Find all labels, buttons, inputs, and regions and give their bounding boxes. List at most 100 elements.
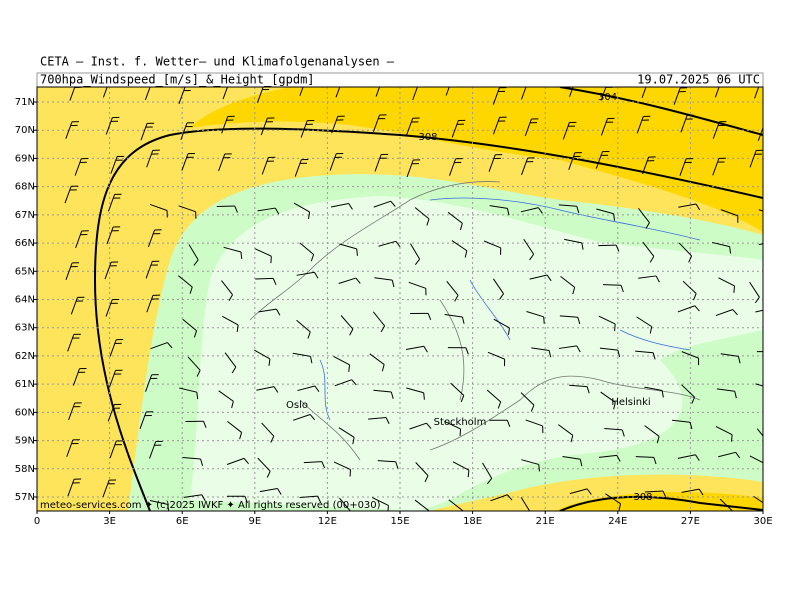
wind-barb	[558, 424, 574, 443]
wind-barb	[110, 155, 125, 174]
barb-flag	[773, 308, 777, 314]
wind-barb	[227, 421, 243, 440]
lat-label: 59N	[15, 436, 35, 447]
barb-staff	[600, 118, 609, 136]
wind-barb	[409, 243, 421, 265]
wind-barb	[568, 87, 574, 98]
barb-flag	[576, 206, 580, 214]
wind-barb	[600, 391, 616, 410]
wind-barb	[638, 208, 650, 229]
wind-barb	[749, 455, 763, 464]
barb-staff	[146, 150, 154, 168]
lat-label: 57N	[15, 492, 35, 503]
barb-staff	[372, 114, 381, 133]
barb-staff	[107, 404, 115, 422]
wind-barb	[296, 319, 311, 339]
barb-flag	[244, 496, 248, 503]
barb-flag	[614, 323, 616, 332]
barb-staff	[523, 238, 535, 255]
barb-flag	[234, 205, 238, 213]
barb-flag	[529, 253, 535, 261]
wind-barb	[74, 158, 89, 176]
barb-flag	[196, 392, 199, 400]
barb-staff	[375, 87, 381, 97]
wind-barb	[638, 275, 660, 283]
wind-barb	[755, 383, 774, 396]
barb-flag	[273, 386, 279, 393]
wind-barb	[377, 460, 399, 469]
wind-barb	[150, 342, 173, 350]
wind-barb	[105, 298, 120, 317]
wind-barb	[558, 345, 581, 353]
barb-flag	[310, 356, 313, 364]
barb-staff	[644, 425, 660, 437]
wind-barb	[373, 200, 396, 208]
barb-staff	[110, 156, 118, 174]
barb-staff	[297, 385, 315, 392]
wind-barb	[758, 209, 763, 212]
wind-barb	[448, 499, 464, 511]
wind-barb	[636, 316, 653, 334]
barb-staff	[568, 87, 574, 98]
barb-flag	[309, 414, 316, 421]
wind-barb	[70, 296, 85, 315]
credit: meteo-services.com ✦ (c)2025 IWKF ✦ All …	[40, 500, 381, 511]
barb-staff	[256, 386, 275, 391]
barb-flag	[621, 429, 625, 437]
barb-flag	[167, 342, 173, 349]
barb-staff	[104, 261, 112, 280]
wind-barb	[292, 352, 313, 364]
wind-barb	[257, 457, 271, 478]
barb-flag	[581, 242, 584, 250]
barb-flag	[773, 389, 774, 396]
barb-flag	[733, 285, 736, 293]
barb-staff	[414, 499, 430, 511]
wind-barb	[65, 121, 80, 139]
wind-barb	[414, 499, 430, 511]
barb-flag	[391, 280, 395, 288]
barb-staff	[109, 440, 117, 459]
lat-label: 71N	[15, 97, 35, 108]
wind-barb	[109, 339, 124, 357]
barb-flag	[314, 385, 320, 392]
barb-staff	[333, 356, 350, 366]
wind-barb	[523, 238, 535, 261]
barb-staff	[218, 153, 226, 172]
wind-barb	[299, 242, 315, 262]
barb-staff	[415, 462, 429, 476]
wind-barb	[415, 462, 429, 483]
barb-staff	[299, 495, 318, 499]
barb-staff	[749, 281, 760, 298]
barb-flag	[385, 417, 390, 424]
wind-barb	[409, 422, 432, 430]
barb-staff	[520, 497, 531, 511]
barb-staff	[373, 200, 391, 208]
barb-staff	[677, 454, 696, 459]
barb-staff	[102, 479, 110, 498]
barb-staff	[372, 311, 385, 327]
barb-flag	[695, 454, 700, 461]
barb-staff	[531, 347, 550, 351]
barb-staff	[716, 388, 735, 392]
lat-label: 65N	[15, 266, 35, 277]
barb-staff	[635, 456, 654, 458]
barb-staff	[520, 87, 527, 100]
barb-staff	[74, 158, 82, 176]
wind-barb	[147, 229, 162, 248]
barb-flag	[776, 241, 780, 247]
barb-flag	[308, 211, 311, 219]
wind-barb	[149, 203, 168, 218]
barb-flag	[653, 457, 657, 465]
wind-barb	[182, 318, 198, 338]
lat-label: 68N	[15, 182, 35, 193]
wind-barb	[374, 153, 389, 172]
height-contour	[93, 127, 763, 511]
barb-staff	[641, 87, 647, 98]
barb-staff	[715, 309, 733, 317]
barb-staff	[718, 451, 736, 458]
wind-barb	[257, 207, 280, 215]
wind-barb	[718, 451, 741, 459]
contour-label: 308	[418, 132, 437, 143]
barb-flag	[688, 255, 693, 263]
barb-staff	[333, 461, 351, 471]
